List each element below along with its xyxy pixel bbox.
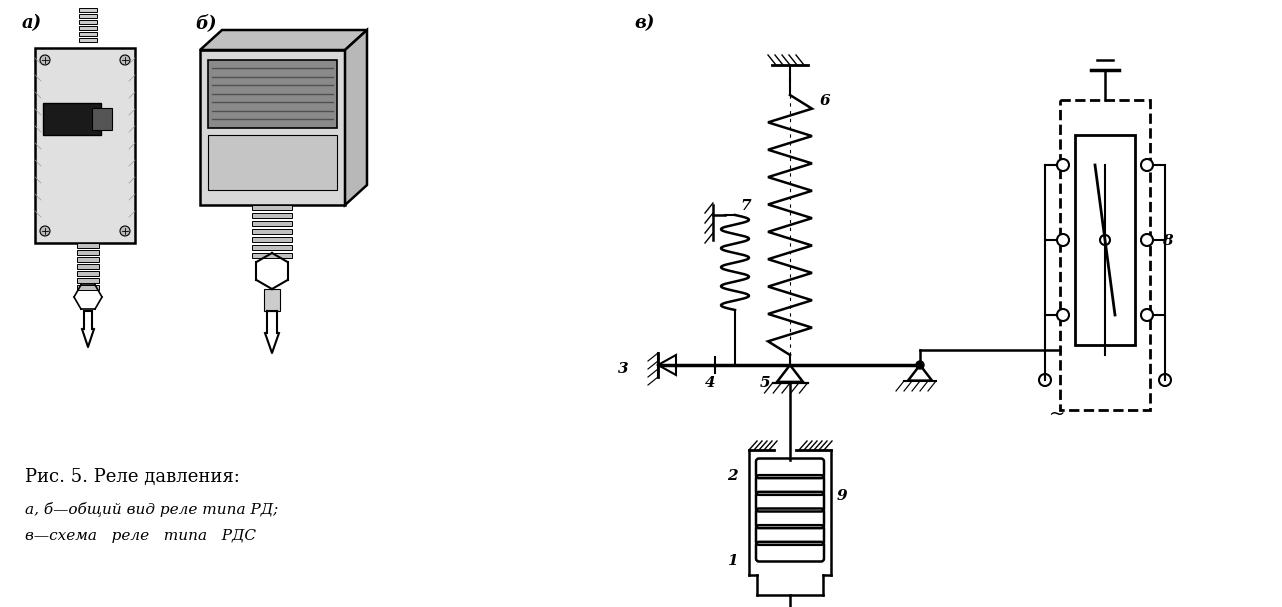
- Bar: [79, 20, 97, 24]
- Circle shape: [1038, 374, 1051, 386]
- Bar: [1076, 135, 1135, 345]
- Bar: [79, 38, 97, 42]
- Bar: [253, 253, 292, 258]
- Bar: [35, 48, 135, 243]
- Circle shape: [1141, 234, 1153, 246]
- Text: а): а): [22, 14, 42, 32]
- Bar: [77, 257, 99, 262]
- Bar: [79, 32, 97, 36]
- Bar: [253, 237, 292, 242]
- Text: б): б): [195, 14, 217, 32]
- Bar: [44, 103, 101, 135]
- Text: 5: 5: [760, 376, 770, 390]
- Text: в): в): [635, 14, 654, 32]
- Bar: [253, 205, 292, 210]
- Bar: [253, 245, 292, 250]
- Text: в—схема   реле   типа   РДС: в—схема реле типа РДС: [26, 529, 256, 543]
- Circle shape: [1141, 309, 1153, 321]
- Bar: [77, 250, 99, 255]
- Text: 9: 9: [837, 489, 847, 503]
- Circle shape: [1056, 234, 1069, 246]
- Text: 3: 3: [618, 362, 628, 376]
- Bar: [92, 108, 112, 130]
- Circle shape: [40, 226, 50, 236]
- Bar: [208, 60, 337, 128]
- Circle shape: [1159, 374, 1170, 386]
- Text: 6: 6: [820, 94, 831, 108]
- Circle shape: [917, 361, 924, 369]
- Bar: [208, 135, 337, 190]
- Circle shape: [121, 55, 129, 65]
- Bar: [253, 229, 292, 234]
- Text: 1: 1: [727, 554, 737, 568]
- Text: 7: 7: [740, 199, 751, 213]
- Bar: [264, 289, 279, 311]
- Bar: [77, 271, 99, 276]
- Bar: [77, 285, 99, 290]
- Circle shape: [121, 226, 129, 236]
- Bar: [253, 221, 292, 226]
- Circle shape: [1100, 235, 1110, 245]
- Bar: [77, 264, 99, 269]
- Circle shape: [40, 55, 50, 65]
- Bar: [79, 8, 97, 12]
- Text: 2: 2: [727, 469, 737, 483]
- Polygon shape: [345, 30, 367, 205]
- Text: 8: 8: [1161, 234, 1173, 248]
- Bar: [253, 213, 292, 218]
- Circle shape: [1056, 309, 1069, 321]
- Bar: [200, 50, 345, 205]
- Bar: [1060, 100, 1150, 410]
- Bar: [79, 26, 97, 30]
- Text: ~: ~: [1049, 405, 1065, 424]
- Circle shape: [1141, 159, 1153, 171]
- Bar: [77, 243, 99, 248]
- Text: Рис. 5. Реле давления:: Рис. 5. Реле давления:: [26, 468, 240, 486]
- Text: 4: 4: [705, 376, 715, 390]
- Bar: [79, 14, 97, 18]
- Circle shape: [1056, 159, 1069, 171]
- Polygon shape: [200, 30, 367, 50]
- Text: а, б—общий вид реле типа РД;: а, б—общий вид реле типа РД;: [26, 502, 278, 517]
- Bar: [77, 278, 99, 283]
